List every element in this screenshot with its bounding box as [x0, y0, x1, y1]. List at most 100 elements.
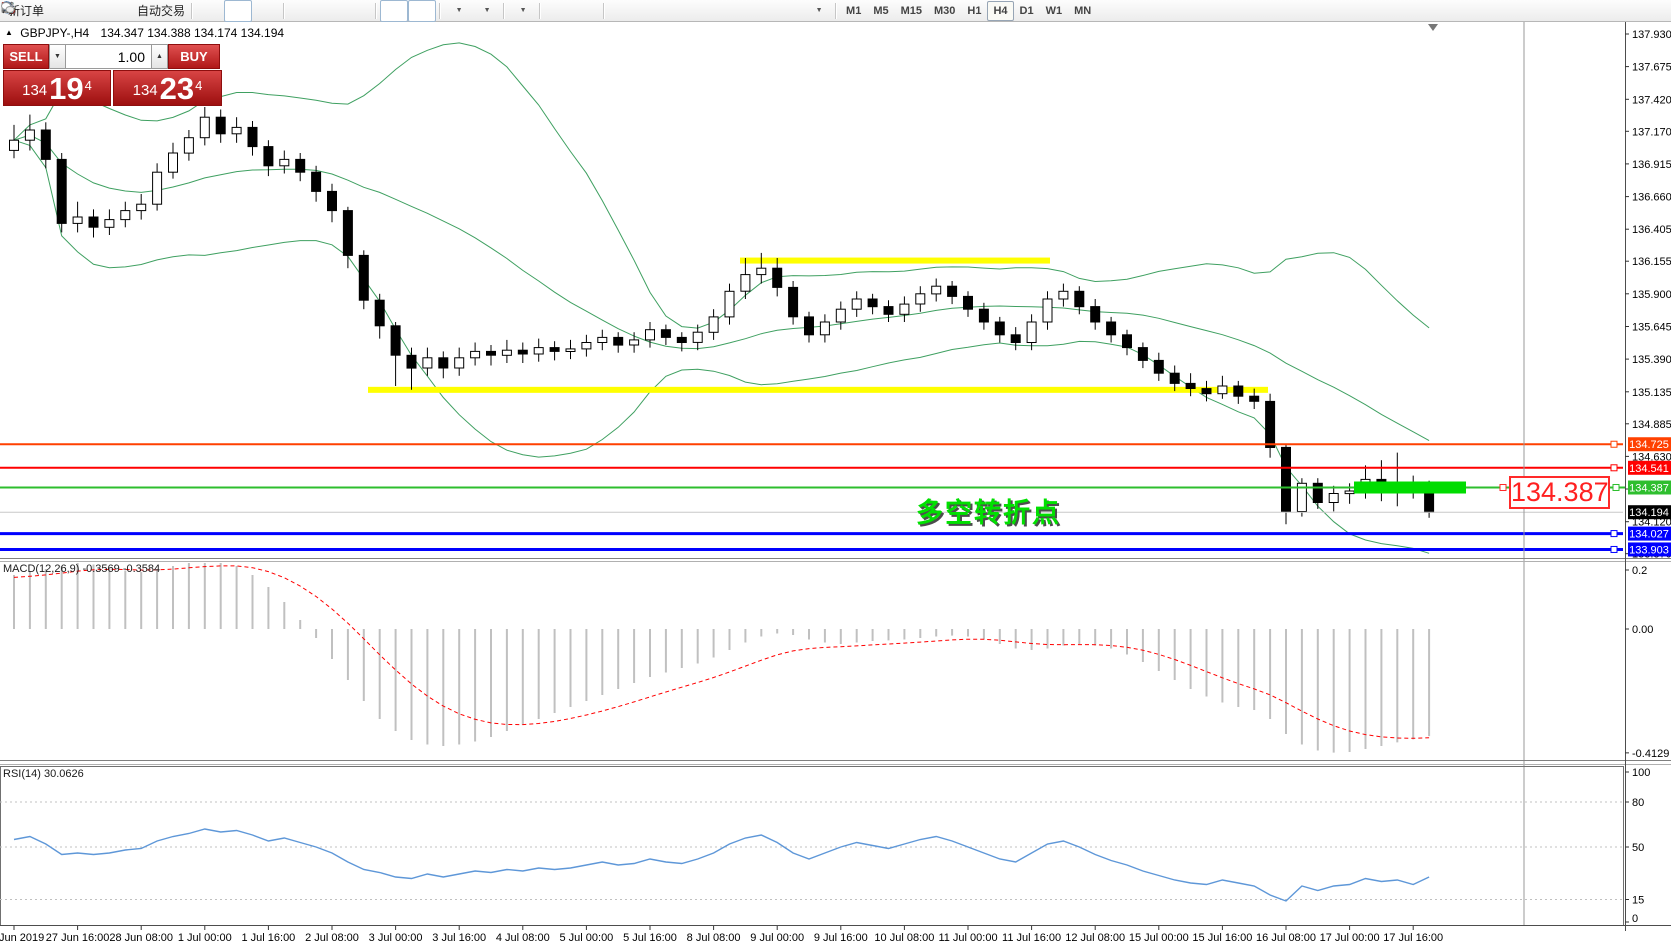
- time-tick-label: 28 Jun 08:00: [109, 932, 173, 944]
- time-tick-label: 15 Jul 16:00: [1192, 932, 1252, 944]
- price-tick-label: 135.390: [1632, 354, 1671, 366]
- panel-collapse-icon[interactable]: ▲: [5, 28, 13, 37]
- line-anchor-icon: [1612, 484, 1620, 492]
- macd-label: MACD(12,26,9) -0.3569 -0.3584: [3, 563, 161, 575]
- chevron-down-icon[interactable]: ▼: [483, 7, 491, 14]
- search-button[interactable]: [1, 0, 1641, 22]
- timeframe-d1-button[interactable]: D1: [1019, 4, 1034, 17]
- line-chart-button[interactable]: [1, 0, 280, 22]
- rsi-axis: 100 80 50 15 0: [1625, 767, 1650, 925]
- buy-price-big: 23: [159, 71, 195, 106]
- sell-price-big: 19: [49, 71, 84, 106]
- price-tick-label: 135.645: [1632, 322, 1671, 334]
- time-tick-label: 12 Jul 08:00: [1065, 932, 1125, 944]
- vertical-line-button[interactable]: [6, 0, 636, 22]
- price-tick-label: 136.660: [1632, 192, 1671, 204]
- price-tag-label: 134.541: [1629, 463, 1669, 475]
- macd-tick-label: 0.2: [1632, 565, 1647, 577]
- market-watch-button[interactable]: [1, 0, 103, 22]
- chart-shift-marker-icon[interactable]: [1428, 24, 1438, 31]
- yellow-level-line-1[interactable]: [740, 257, 1050, 264]
- rsi-tick-label: 80: [1632, 797, 1644, 809]
- chevron-down-icon[interactable]: ▼: [455, 7, 463, 14]
- line-anchor-icon: [1610, 545, 1618, 553]
- rsi-tick-label: 0: [1632, 913, 1638, 925]
- price-tag: [1628, 505, 1671, 520]
- time-tick-label: 16 Jul 08:00: [1256, 932, 1316, 944]
- green-pivot-bar[interactable]: [1354, 481, 1466, 494]
- chevron-down-icon[interactable]: ▼: [519, 7, 527, 14]
- price-tick-label: 136.915: [1632, 159, 1671, 171]
- cursor-button[interactable]: [5, 0, 572, 22]
- zoom-out-button[interactable]: [1, 0, 344, 22]
- price-tag: [1628, 542, 1671, 557]
- timeframe-h4-button[interactable]: H4: [987, 0, 1014, 21]
- volume-input[interactable]: [66, 44, 151, 69]
- gold-button[interactable]: [1, 0, 75, 22]
- time-tick-label: 3 Jul 00:00: [369, 932, 423, 944]
- rsi-tick-label: 15: [1632, 895, 1644, 907]
- ohlc-values: 134.347 134.388 134.174 134.194: [100, 26, 285, 40]
- chevron-down-icon[interactable]: ▼: [815, 7, 823, 14]
- time-tick-label: 1 Jul 16:00: [241, 932, 295, 944]
- sell-price-button[interactable]: 134 19 4: [3, 70, 111, 106]
- text-button[interactable]: A: [4, 0, 776, 22]
- line-anchor-icon: [1610, 464, 1618, 472]
- horizontal-line-button[interactable]: [2, 0, 664, 22]
- bar-chart-button[interactable]: [3, 0, 224, 22]
- rsi-tick-label: 50: [1632, 842, 1644, 854]
- toolbar-separator: [283, 2, 286, 19]
- time-tick-label: 11 Jul 16:00: [1002, 932, 1061, 944]
- time-tick-label: 1 Jul 00:00: [178, 932, 232, 944]
- tile-windows-button[interactable]: [2, 0, 372, 22]
- price-tick-label: 134.885: [1632, 419, 1671, 431]
- time-tick-label: 2 Jul 08:00: [305, 932, 359, 944]
- time-tick-label: 15 Jul 00:00: [1129, 932, 1189, 944]
- timeframe-m5-button[interactable]: M5: [873, 4, 889, 17]
- line-anchor-icon: [1610, 440, 1618, 448]
- yellow-level-line-2[interactable]: [368, 386, 1268, 393]
- fibonacci-button[interactable]: E: [2, 0, 720, 22]
- buy-price-button[interactable]: 134 23 4: [113, 70, 222, 106]
- chat-button[interactable]: [1, 0, 1669, 22]
- volume-decrease-button[interactable]: ▼: [49, 44, 66, 69]
- timeframe-m30-button[interactable]: M30: [934, 4, 956, 17]
- buy-price-pips: 4: [195, 78, 203, 93]
- auto-scroll-button[interactable]: [2, 0, 409, 22]
- indicators-button[interactable]: ▼: [1, 0, 472, 22]
- zoom-in-button[interactable]: [1, 0, 316, 22]
- volume-increase-button[interactable]: ▲: [151, 44, 168, 69]
- macd-indicator: [13, 563, 1431, 753]
- channel-button[interactable]: F: [2, 0, 748, 22]
- periods-button[interactable]: ▼: [1, 0, 500, 22]
- sell-button[interactable]: SELL: [3, 44, 49, 69]
- timeframe-m15-button[interactable]: M15: [900, 4, 922, 17]
- crosshair-button[interactable]: [2, 0, 600, 22]
- timeframe-h1-button[interactable]: H1: [967, 4, 982, 17]
- toolbar-separator: [603, 2, 606, 19]
- toolbar-separator: [503, 2, 506, 19]
- pivot-annotation-text[interactable]: 多空转折点: [916, 498, 1061, 528]
- buy-button[interactable]: BUY: [168, 44, 220, 69]
- text-label-button[interactable]: T: [1, 0, 804, 22]
- timeframe-mn-button[interactable]: MN: [1074, 4, 1092, 17]
- price-tag-label: 134.194: [1629, 507, 1669, 519]
- time-tick-label: 10 Jul 08:00: [874, 932, 934, 944]
- auto-trading-button[interactable]: 自动交易: [1, 0, 188, 22]
- arrows-button[interactable]: ▼: [2, 0, 832, 22]
- signals-button[interactable]: [2, 0, 131, 22]
- price-box-label[interactable]: 134.387: [1509, 476, 1610, 509]
- timeframe-w1-button[interactable]: W1: [1045, 4, 1063, 17]
- timeframe-m1-button[interactable]: M1: [846, 4, 862, 17]
- chart-shift-button[interactable]: [2, 0, 437, 22]
- candlestick-chart-button[interactable]: [2, 0, 253, 22]
- templates-button[interactable]: ▼: [2, 0, 536, 22]
- trend-line-button[interactable]: [1, 0, 692, 22]
- time-tick-label: 17 Jul 00:00: [1320, 932, 1380, 944]
- price-axis[interactable]: 137.930 137.675 137.420 137.170 136.915 136.6…: [1625, 29, 1671, 561]
- candles: [9, 107, 1435, 525]
